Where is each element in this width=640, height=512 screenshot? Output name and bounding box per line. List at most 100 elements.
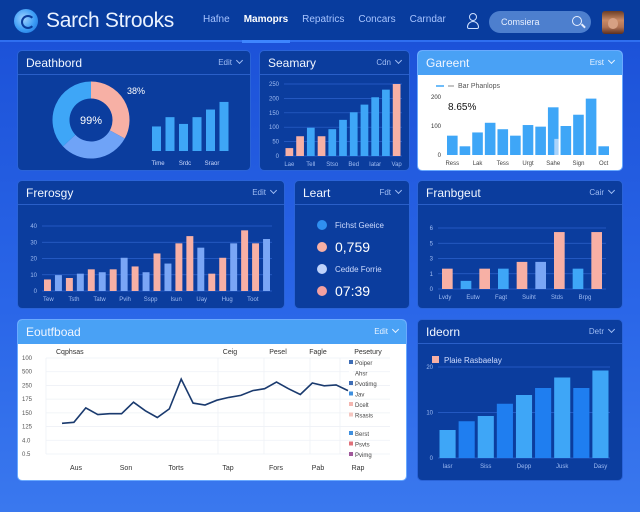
bar [598, 146, 609, 155]
panel-menu-button[interactable]: Cair [589, 186, 616, 197]
nav-item-hafne[interactable]: Hafne [203, 14, 230, 25]
user-icon[interactable] [467, 13, 479, 29]
panel-title: Franbgeut [426, 186, 481, 200]
axis-label: Tell [306, 162, 315, 168]
panel-menu-button[interactable]: Edit [252, 186, 278, 197]
axis-label: Psvts [355, 443, 370, 449]
axis-label: 20 [426, 365, 433, 371]
nav-item-mamoprs[interactable]: Mamoprs [241, 14, 291, 43]
donut-outer-label: 38% [127, 86, 145, 96]
nav-item-repatrics[interactable]: Repatrics [302, 14, 345, 25]
bar [535, 261, 546, 289]
axis-label: Stds [551, 295, 563, 301]
axis-label: Toot [247, 297, 259, 303]
axis-label: 1 [430, 272, 434, 278]
axis-label: 10 [426, 411, 433, 417]
legend-item: Fichst Geeice [317, 215, 384, 235]
panel-summary: Seamary Cdn 0 50 100 150 200 250 Lae Tell Stso Be… [259, 50, 410, 171]
bar-overlay [554, 138, 559, 155]
donut-slice [62, 129, 125, 159]
bar [360, 104, 369, 156]
axis-label: 50 [272, 140, 279, 146]
axis-label: Uay [196, 297, 207, 303]
panel-menu-button[interactable]: Cdn [376, 56, 403, 67]
panel-menu-button[interactable]: Edit [218, 56, 244, 67]
bar [554, 377, 571, 458]
bar [460, 280, 472, 289]
bar [382, 89, 390, 156]
panel-title: Seamary [268, 56, 317, 70]
menu-label: Edit [252, 188, 266, 197]
search-input[interactable] [501, 17, 571, 27]
axis-label: Hug [222, 297, 233, 303]
globe-icon[interactable] [14, 9, 38, 33]
bar [219, 101, 229, 151]
bar [349, 112, 358, 156]
legend-swatch-icon [349, 402, 353, 406]
axis-label: Tap [222, 465, 233, 472]
bar [152, 126, 161, 151]
axis-label: 40 [30, 224, 37, 230]
axis-label: Isun [170, 297, 181, 303]
legend-swatch-icon [432, 356, 439, 363]
axis-label: Rap [352, 465, 365, 472]
axis-label: Time [151, 161, 165, 167]
axis-label: Dasy [594, 464, 608, 470]
search-icon[interactable] [572, 16, 582, 26]
bar [573, 388, 590, 458]
axis-label: Tess [497, 161, 509, 167]
panel-menu-button[interactable]: Erst [589, 56, 616, 67]
bar [484, 122, 496, 155]
main-nav: Hafne Mamoprs Repatrics Concars Carndar [203, 14, 446, 43]
panel-header: Ideorn Detr [418, 320, 622, 344]
menu-label: Erst [589, 58, 604, 67]
axis-label: 10 [30, 273, 37, 279]
axis-label: 100 [22, 356, 33, 362]
chevron-down-icon [269, 186, 278, 195]
axis-label: Jav [355, 393, 364, 399]
axis-label: Jusk [556, 464, 569, 470]
panel-menu-button[interactable]: Detr [589, 325, 616, 336]
nav-item-carndar[interactable]: Carndar [409, 14, 446, 25]
legend-label: Fichst Geeice [335, 220, 384, 230]
axis-label: 0 [430, 287, 434, 293]
panel-dashboard: Deathbord Edit 99% 38% Time Srdc Sraor [17, 50, 251, 171]
panel-header: Franbgeut Cair [418, 181, 622, 205]
nav-item-concars[interactable]: Concars [358, 14, 396, 25]
axis-label: Lae [284, 162, 295, 168]
axis-label: 5 [430, 241, 434, 247]
panel-header: Eoutfboad Edit [18, 320, 406, 344]
axis-label: Pesetury [354, 349, 382, 356]
axis-label: Ceig [223, 349, 238, 356]
bar [54, 275, 62, 291]
top-header: Sarch Strooks Hafne Mamoprs Repatrics Co… [0, 0, 640, 43]
axis-label: 100 [431, 124, 442, 130]
legend-swatch-icon [349, 431, 353, 435]
legend-swatch-icon [349, 381, 353, 385]
bar [186, 236, 194, 291]
axis-label: 0 [438, 153, 442, 159]
dot-icon [317, 242, 327, 252]
axis-label: Fors [269, 465, 284, 472]
brand-name[interactable]: Sarch Strooks [46, 9, 174, 32]
donut-center-label: 99% [80, 115, 102, 127]
panel-menu-button[interactable]: Fdt [379, 186, 403, 197]
legend-swatch-icon [349, 412, 353, 417]
axis-label: Stso [326, 162, 339, 168]
bar [496, 403, 513, 458]
axis-label: 0 [34, 289, 38, 295]
avatar[interactable] [602, 11, 624, 34]
legend-swatch-icon [349, 391, 353, 396]
panel-title: Eoutfboad [26, 325, 81, 339]
axis-label: Pab [312, 465, 325, 472]
bar [120, 257, 128, 291]
axis-label: Bed [348, 162, 359, 168]
legend-swatch-icon [349, 360, 353, 364]
axis-label: Brpg [579, 295, 592, 301]
bar [230, 243, 238, 291]
chevron-down-icon [607, 325, 616, 334]
panel-menu-button[interactable]: Edit [374, 325, 400, 336]
bar [442, 268, 453, 289]
bar [87, 269, 95, 291]
panel-title: Ideorn [426, 325, 461, 339]
